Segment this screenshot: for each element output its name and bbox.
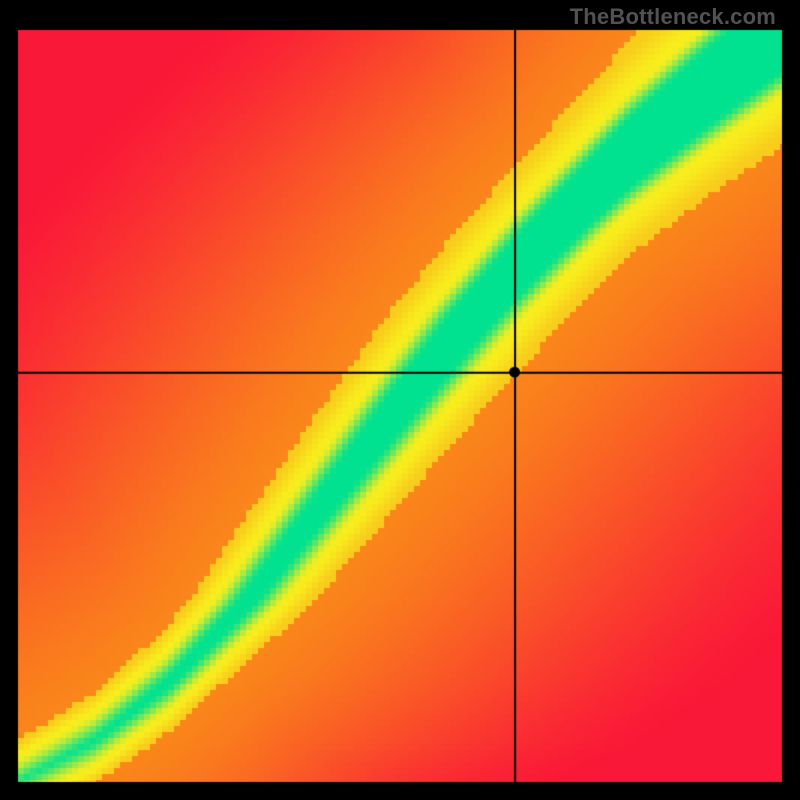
watermark-label: TheBottleneck.com	[570, 4, 776, 30]
bottleneck-heatmap	[0, 0, 800, 800]
chart-container: TheBottleneck.com	[0, 0, 800, 800]
